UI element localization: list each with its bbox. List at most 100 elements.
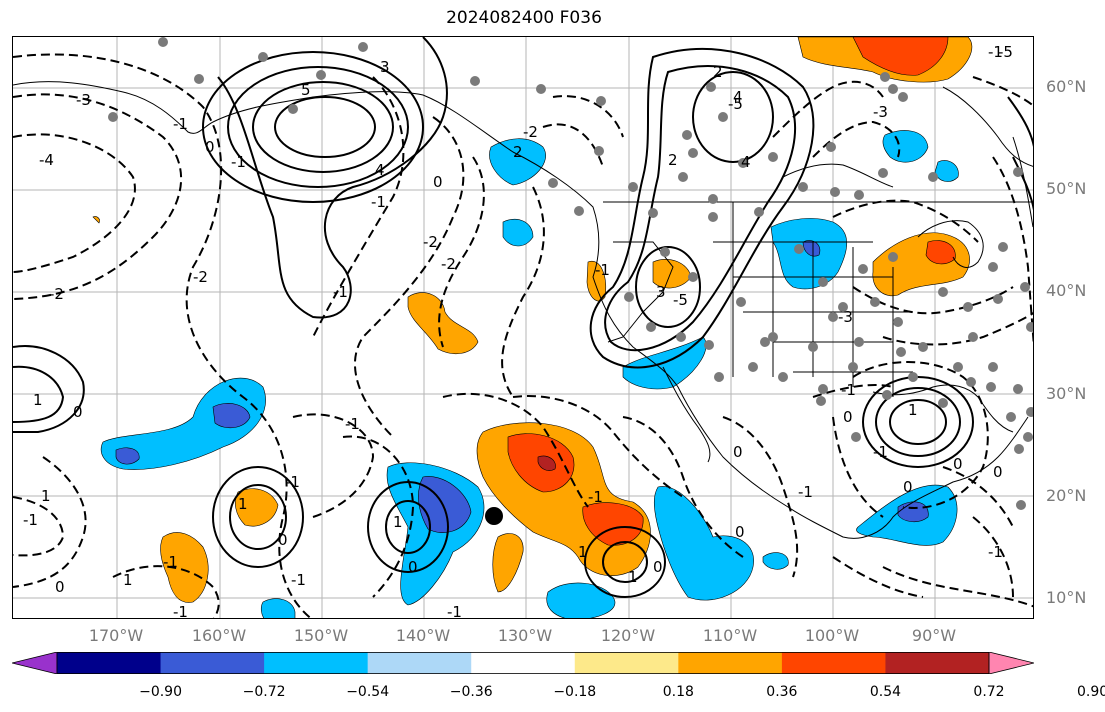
- lat-label: 50°N: [1046, 179, 1087, 198]
- contour-label: -2: [193, 268, 208, 286]
- contour-label: -1: [798, 483, 813, 501]
- colorbar-tick-label: −0.54: [346, 684, 390, 700]
- colorbar-segment: [678, 652, 783, 674]
- contour-label: 3: [656, 283, 666, 301]
- colorbar-segment: [160, 652, 265, 674]
- colorbar-tick-label: −0.36: [449, 684, 493, 700]
- colorbar-segment: [885, 652, 990, 674]
- colorbar-segment: [574, 652, 679, 674]
- contour-label: -3: [873, 103, 888, 121]
- blue-region: [897, 501, 929, 523]
- blue-region: [762, 552, 789, 570]
- colorbar-segment: [367, 652, 472, 674]
- contour-label: -3: [76, 91, 91, 109]
- contour-label: 0: [735, 523, 745, 541]
- contour-label: -1: [173, 603, 188, 619]
- contour-label: -1: [345, 415, 360, 433]
- contour-label: 0: [653, 558, 663, 576]
- contour-label: 0: [433, 173, 443, 191]
- contour-label: 4: [733, 88, 743, 106]
- positive-contours: [13, 37, 1033, 598]
- contour-label: 0: [843, 408, 853, 426]
- contour-label: 0: [953, 455, 963, 473]
- contour-label: 4: [375, 161, 385, 179]
- map-canvas: -3 4 -4 -1 0 -1 3 5 -2 -2 -2 4 -2 0 -1 2…: [13, 37, 1033, 619]
- contour-label: -1: [285, 473, 300, 491]
- blue-region: [653, 486, 754, 601]
- blue-region: [115, 447, 140, 465]
- contour-label: -2: [523, 123, 538, 141]
- contour-label: -5: [998, 43, 1013, 61]
- lon-label: 110°W: [702, 626, 758, 645]
- blue-region: [546, 582, 616, 618]
- contour-label: 1: [628, 568, 638, 586]
- blue-region: [502, 218, 534, 247]
- contour-label: 0: [733, 443, 743, 461]
- shaded-anomalies: [92, 37, 973, 618]
- warm-region: [92, 216, 100, 224]
- lon-label: 90°W: [911, 626, 957, 645]
- negative-contours: [13, 53, 1033, 618]
- colorbar-tick-label: 0.54: [869, 684, 902, 700]
- contour-label: 1: [393, 513, 403, 531]
- contour-label: 1: [578, 543, 588, 561]
- lat-label: 30°N: [1046, 384, 1087, 403]
- contour-label: -1: [333, 283, 348, 301]
- blue-region: [489, 138, 546, 186]
- lat-label: 40°N: [1046, 281, 1087, 300]
- contour-label: -1: [588, 488, 603, 506]
- contour-label: 3: [380, 58, 390, 76]
- colorbar-tick-label: −0.90: [139, 684, 182, 700]
- blue-region: [882, 130, 929, 163]
- warm-region: [537, 455, 556, 471]
- colorbar-segment: [471, 652, 576, 674]
- lat-label: 60°N: [1046, 77, 1087, 96]
- contour-label: 0: [408, 558, 418, 576]
- colorbar-tick-label: 0.36: [766, 684, 798, 700]
- lat-label: 20°N: [1046, 486, 1087, 505]
- contour-label: 0: [205, 138, 215, 156]
- colorbar-segment: [264, 652, 369, 674]
- contour-label: 1: [33, 391, 43, 409]
- colorbar-tick-label: 0.72: [973, 684, 1005, 700]
- contour-label: -1: [173, 115, 188, 133]
- colorbar: [12, 652, 1034, 674]
- contour-label: 0: [993, 463, 1003, 481]
- contour-label: 2: [513, 143, 523, 161]
- warm-region: [407, 292, 479, 355]
- colorbar-extend-low: [12, 652, 58, 674]
- lon-label: 120°W: [600, 626, 656, 645]
- warm-region: [925, 240, 956, 265]
- contour-label: 2: [713, 63, 723, 81]
- contour-label: 0: [278, 531, 288, 549]
- storm-marker: [485, 507, 503, 525]
- plot-title: 2024082400 F036: [446, 8, 602, 28]
- colorbar-tick-label: 0.90: [1076, 684, 1105, 700]
- warm-region: [160, 532, 209, 603]
- contour-label: -5: [673, 291, 688, 309]
- contour-label: 0: [903, 478, 913, 496]
- colorbar-segment: [781, 652, 886, 674]
- warm-region: [586, 260, 606, 302]
- contour-label: 0: [55, 578, 65, 596]
- contour-label: -5: [728, 95, 743, 113]
- lon-label: 160°W: [191, 626, 247, 645]
- blue-region: [934, 160, 959, 182]
- warm-region: [492, 533, 524, 593]
- lon-label: 150°W: [293, 626, 349, 645]
- contour-label: 1: [238, 495, 248, 513]
- contour-label: 0: [73, 403, 83, 421]
- contour-label: -2: [423, 233, 438, 251]
- contour-label: -3: [838, 308, 853, 326]
- contour-label: 5: [301, 81, 311, 99]
- contour-label: -1: [595, 261, 610, 279]
- contour-labels: -3 4 -4 -1 0 -1 3 5 -2 -2 -2 4 -2 0 -1 2…: [23, 43, 1013, 619]
- lon-label: 100°W: [804, 626, 860, 645]
- contour-label: -1: [291, 571, 306, 589]
- map-panel: -3 4 -4 -1 0 -1 3 5 -2 -2 -2 4 -2 0 -1 2…: [12, 36, 1034, 619]
- blue-region: [802, 240, 821, 257]
- colorbar-tick-label: −0.72: [242, 684, 286, 700]
- colorbar-extend-high: [988, 652, 1034, 674]
- contour-label: 1: [908, 401, 918, 419]
- colorbar-segment: [57, 652, 162, 674]
